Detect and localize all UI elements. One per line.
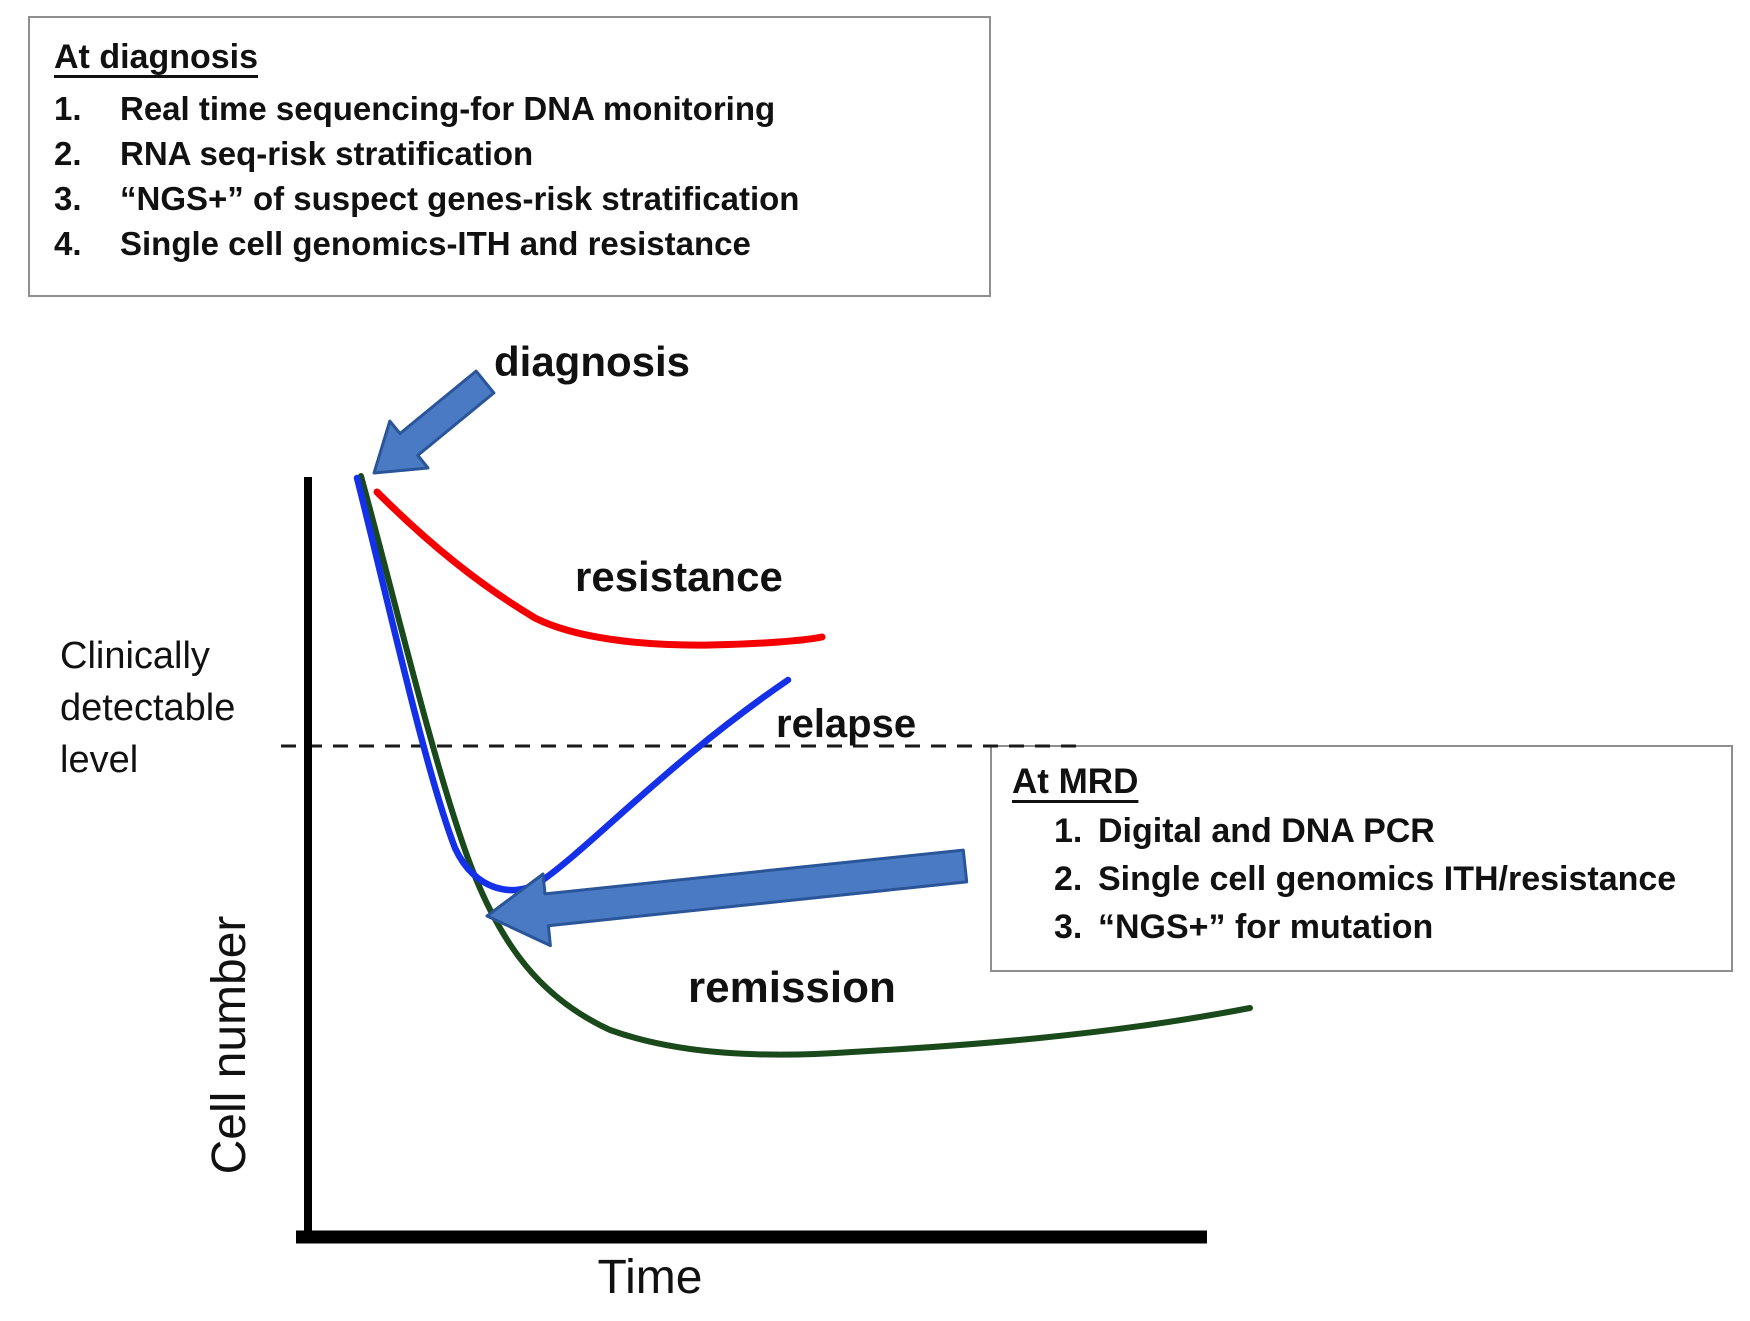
list-item: 2. Single cell genomics ITH/resistance — [1012, 855, 1711, 903]
list-item-number: 4. — [54, 225, 82, 262]
list-item: 3. “NGS+” of suspect genes-risk stratifi… — [54, 176, 965, 221]
at-mrd-box: At MRD 1. Digital and DNA PCR 2. Single … — [990, 745, 1733, 972]
list-item-number: 1. — [54, 90, 82, 127]
list-item-number: 3. — [54, 180, 82, 217]
list-item-text: Single cell genomics ITH/resistance — [1098, 860, 1677, 898]
list-item: 3. “NGS+” for mutation — [1012, 903, 1711, 951]
list-item-number: 2. — [54, 135, 82, 172]
at-mrd-title: At MRD — [1012, 762, 1139, 801]
resistance-curve-label: resistance — [575, 553, 783, 600]
list-item-number: 3. — [1054, 908, 1083, 946]
list-item-text: Real time sequencing-for DNA monitoring — [120, 90, 776, 127]
list-item: 1. Digital and DNA PCR — [1012, 807, 1711, 855]
list-item: 4. Single cell genomics-ITH and resistan… — [54, 221, 965, 266]
remission-curve-label: remission — [688, 963, 896, 1012]
relapse-curve-label: relapse — [776, 702, 917, 746]
list-item-text: “NGS+” of suspect genes-risk stratificat… — [120, 180, 800, 217]
list-item-text: Single cell genomics-ITH and resistance — [120, 225, 751, 262]
at-diagnosis-title: At diagnosis — [54, 38, 259, 76]
list-item-number: 1. — [1054, 812, 1083, 850]
x-axis-label: Time — [597, 1251, 703, 1304]
clinically-detectable-line2: detectable — [60, 687, 236, 729]
y-axis-label: Cell number — [203, 915, 256, 1175]
list-item-text: “NGS+” for mutation — [1098, 908, 1434, 946]
mrd-arrow-icon — [485, 848, 969, 948]
clinically-detectable-line3: level — [60, 739, 139, 781]
clinically-detectable-line1: Clinically — [60, 635, 210, 677]
list-item-text: RNA seq-risk stratification — [120, 135, 534, 172]
diagnosis-arrow-icon — [372, 369, 496, 475]
list-item: 2. RNA seq-risk stratification — [54, 131, 965, 176]
list-item: 1. Real time sequencing-for DNA monitori… — [54, 86, 965, 131]
diagnosis-label: diagnosis — [494, 338, 691, 385]
at-diagnosis-box: At diagnosis 1. Real time sequencing-for… — [28, 16, 991, 297]
clinically-detectable-level-label: Clinically detectable level — [60, 630, 235, 786]
list-item-text: Digital and DNA PCR — [1098, 812, 1435, 850]
relapse-curve — [353, 474, 792, 894]
list-item-number: 2. — [1054, 860, 1083, 898]
